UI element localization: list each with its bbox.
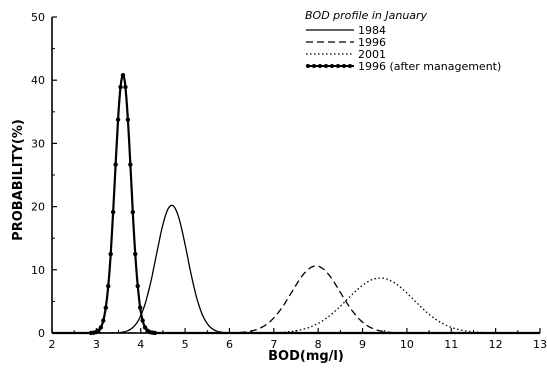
y-tick-label: 0	[38, 327, 45, 340]
series-line-1	[52, 265, 540, 334]
series-marker	[137, 305, 143, 310]
legend-marker	[312, 64, 316, 68]
series-marker	[98, 325, 104, 330]
x-tick-label: 2	[49, 338, 56, 351]
legend-marker	[342, 64, 346, 68]
legend-label-0: 1984	[358, 24, 386, 37]
legend-marker	[318, 64, 322, 68]
series-marker	[123, 84, 128, 90]
series-marker	[120, 72, 126, 78]
legend-marker	[324, 64, 328, 68]
x-tick-label: 6	[226, 338, 233, 351]
series-marker	[118, 84, 123, 90]
y-tick-label: 50	[31, 11, 45, 24]
series-marker	[101, 318, 106, 323]
x-tick-label: 4	[137, 338, 144, 351]
series-marker	[110, 209, 116, 215]
x-tick-label: 12	[489, 338, 503, 351]
y-axis-title: PROBABILITY(%)	[11, 119, 26, 241]
legend-label-1: 1996	[358, 36, 386, 49]
y-tick-label: 30	[31, 137, 45, 150]
y-tick-label: 10	[31, 264, 45, 277]
series-marker	[113, 162, 118, 167]
series-line-3	[52, 72, 540, 335]
x-tick-label: 5	[182, 338, 189, 351]
series-line-2	[52, 277, 540, 334]
series-marker	[128, 162, 133, 167]
chart-series-layer	[52, 72, 540, 336]
series-marker	[125, 117, 131, 122]
x-tick-label: 7	[270, 338, 277, 351]
legend-marker	[336, 64, 340, 68]
series-marker	[135, 283, 140, 289]
x-tick-label: 9	[359, 338, 366, 351]
series-marker	[130, 209, 136, 215]
legend-title: BOD profile in January	[305, 9, 428, 22]
legend-label-2: 2001	[358, 48, 386, 61]
series-marker	[140, 318, 145, 323]
x-tick-label: 3	[93, 338, 100, 351]
legend-marker	[348, 64, 352, 68]
chart-legend: BOD profile in January 1984199620011996 …	[305, 9, 501, 73]
series-marker	[96, 328, 101, 333]
legend-label-3: 1996 (after management)	[358, 60, 501, 73]
legend-marker	[330, 64, 334, 68]
x-tick-label: 13	[533, 338, 547, 351]
x-tick-label: 10	[400, 338, 414, 351]
series-marker	[103, 305, 108, 310]
x-tick-label: 8	[315, 338, 322, 351]
x-axis-title: BOD(mg/l)	[268, 349, 344, 364]
series-marker	[142, 325, 148, 330]
y-tick-label: 20	[31, 201, 45, 214]
series-marker	[108, 251, 113, 257]
series-marker	[152, 330, 158, 336]
y-tick-label: 40	[31, 74, 45, 87]
legend-marker	[306, 64, 310, 68]
series-marker	[115, 117, 121, 122]
series-line-0	[52, 204, 540, 334]
series-marker	[106, 283, 111, 289]
series-marker	[133, 251, 138, 257]
x-tick-label: 11	[444, 338, 458, 351]
